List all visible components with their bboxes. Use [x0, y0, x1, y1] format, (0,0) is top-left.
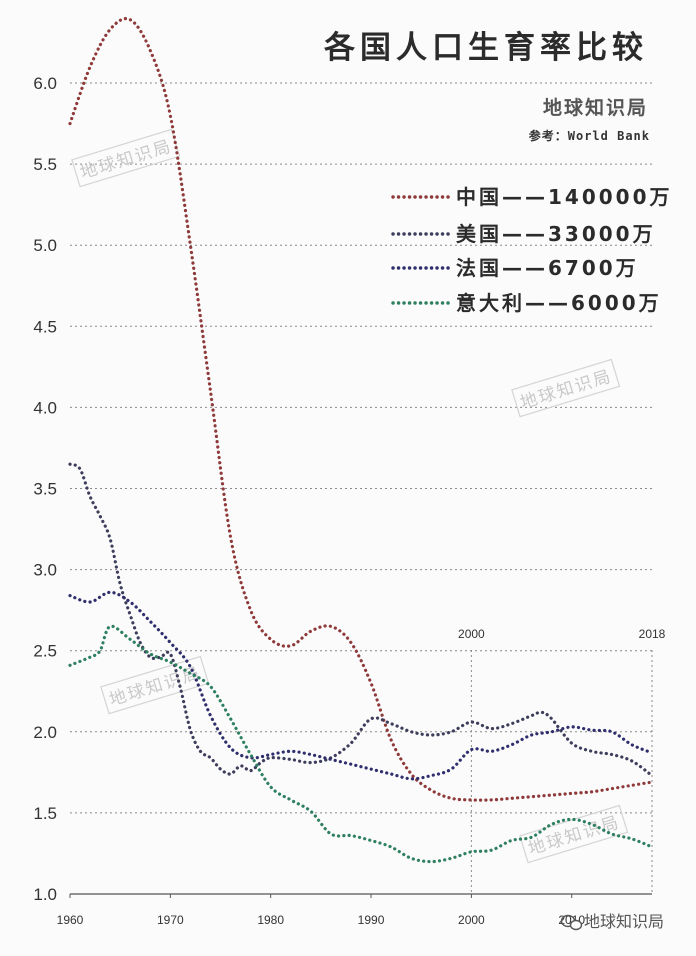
chart-title: 各国人口生育率比较	[323, 30, 648, 66]
x-tick-label: 1980	[257, 913, 284, 927]
legend-item-4: 意大利——6000万	[391, 291, 662, 315]
watermark-3: 地球知识局	[100, 655, 210, 715]
legend-item-1: 中国——140000万	[391, 185, 673, 209]
y-tick-label: 3.0	[33, 561, 57, 580]
series-line-4	[68, 624, 654, 864]
y-tick-label: 5.5	[33, 155, 57, 174]
series-line-2	[68, 462, 654, 778]
legend-label: 法国——6700万	[456, 256, 639, 280]
y-tick-label: 4.5	[33, 317, 57, 336]
series-line-1	[68, 17, 654, 802]
year-annotations: 2000 2018	[458, 627, 666, 641]
y-tick-labels: 1.0 1.5 2.0 2.5 3.0 3.5 4.0 4.5 5.0 5.5 6.0	[33, 74, 57, 904]
series	[68, 17, 654, 864]
y-tick-label: 5.0	[33, 236, 57, 255]
chart-subtitle: 地球知识局	[543, 96, 648, 119]
x-tick-label: 1990	[358, 913, 385, 927]
y-tick-label: 1.0	[33, 885, 57, 904]
x-tick-label: 1970	[157, 913, 184, 927]
y-tick-label: 1.5	[33, 804, 57, 823]
y-tick-label: 6.0	[33, 74, 57, 93]
legend-item-2: 美国——33000万	[391, 222, 656, 246]
corner-badge: 地球知识局	[560, 912, 664, 931]
series-line-3	[68, 590, 654, 781]
year-annotation: 2000	[458, 627, 485, 641]
watermark-2: 地球知识局	[511, 358, 621, 418]
grid	[70, 82, 652, 814]
source-note: 参考：World Bank	[529, 128, 650, 143]
legend-label: 中国——140000万	[456, 185, 673, 209]
wechat-icon	[560, 914, 583, 931]
x-tick-label: 1960	[57, 913, 84, 927]
x-tick-labels: 1960 1970 1980 1990 2000 2010	[57, 894, 585, 927]
y-tick-label: 2.5	[33, 642, 57, 661]
legend-label: 意大利——6000万	[456, 291, 662, 315]
year-markers	[470, 650, 653, 894]
watermark-1: 地球知识局	[71, 128, 181, 188]
y-tick-label: 4.0	[33, 398, 57, 417]
y-tick-label: 2.0	[33, 723, 57, 742]
legend-item-3: 法国——6700万	[391, 256, 639, 280]
legend-label: 美国——33000万	[456, 222, 656, 246]
year-annotation: 2018	[639, 627, 666, 641]
y-tick-label: 3.5	[33, 480, 57, 499]
x-tick-label: 2000	[458, 913, 485, 927]
svg-text:地球知识局: 地球知识局	[584, 912, 664, 931]
